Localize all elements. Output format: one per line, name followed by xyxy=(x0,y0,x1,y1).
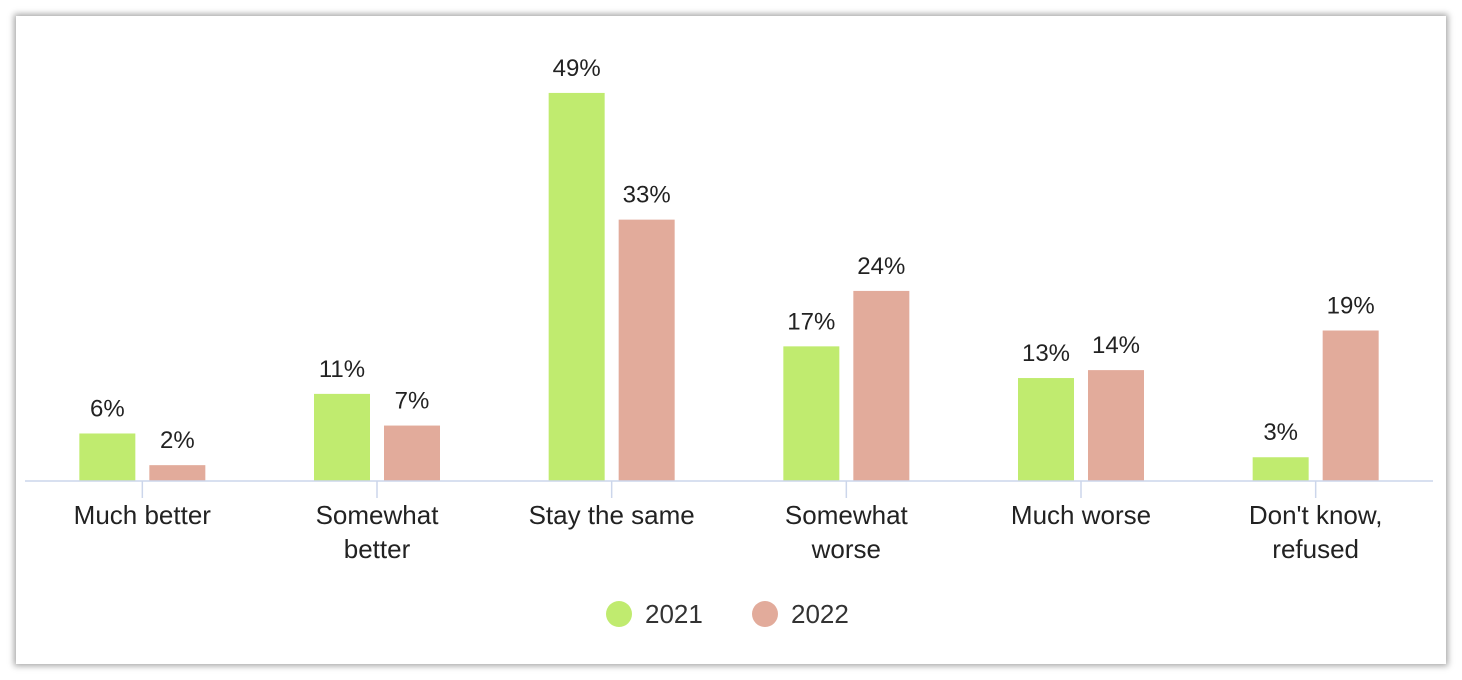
bar-2022 xyxy=(384,425,440,481)
data-label: 49% xyxy=(553,55,601,82)
legend-marker xyxy=(752,601,778,627)
category-label: Much worse xyxy=(1011,500,1151,530)
bar-2021 xyxy=(783,346,840,481)
x-axis xyxy=(25,480,1433,498)
category-label: Don't know, refused xyxy=(1249,500,1383,564)
data-label: 19% xyxy=(1327,293,1375,320)
data-labels: 6% 2% 11% 7% 49% 33% 17% 24% 13% 14% 3% 19% xyxy=(90,55,1375,454)
category-label: Somewhat worse xyxy=(785,500,909,564)
data-label: 33% xyxy=(623,182,671,209)
category-labels: Much better Somewhat better Stay the same So… xyxy=(74,500,1383,564)
data-label: 17% xyxy=(787,308,835,335)
category-label: Much better xyxy=(74,500,212,530)
bar-2021 xyxy=(1018,378,1074,481)
chart-card xyxy=(16,16,1446,664)
legend-label: 2022 xyxy=(791,599,849,629)
bars-layer xyxy=(79,92,1379,482)
bar-2022 xyxy=(149,465,206,481)
category-label: Somewhat better xyxy=(316,500,440,564)
data-label: 6% xyxy=(90,395,125,422)
data-label: 13% xyxy=(1022,340,1070,367)
data-label: 24% xyxy=(857,253,905,280)
bar-2021 xyxy=(1252,457,1309,481)
category-label: Stay the same xyxy=(529,500,695,530)
data-label: 7% xyxy=(395,388,430,415)
legend-item-2021[interactable]: 2021 xyxy=(606,599,703,629)
bar-2021 xyxy=(314,393,370,481)
bar-2022 xyxy=(853,290,910,481)
bar-2021 xyxy=(548,92,605,482)
legend-label: 2021 xyxy=(645,599,703,629)
legend-marker xyxy=(606,601,632,627)
bar-2022 xyxy=(1322,330,1379,481)
legend: 2021 2022 xyxy=(606,599,849,629)
bar-2022 xyxy=(1088,370,1144,481)
data-label: 2% xyxy=(160,427,195,454)
data-label: 14% xyxy=(1092,332,1140,359)
legend-item-2022[interactable]: 2022 xyxy=(752,599,849,629)
bar-2022 xyxy=(618,219,675,481)
data-label: 3% xyxy=(1263,419,1298,446)
data-label: 11% xyxy=(319,356,365,383)
bar-2021 xyxy=(79,433,136,481)
